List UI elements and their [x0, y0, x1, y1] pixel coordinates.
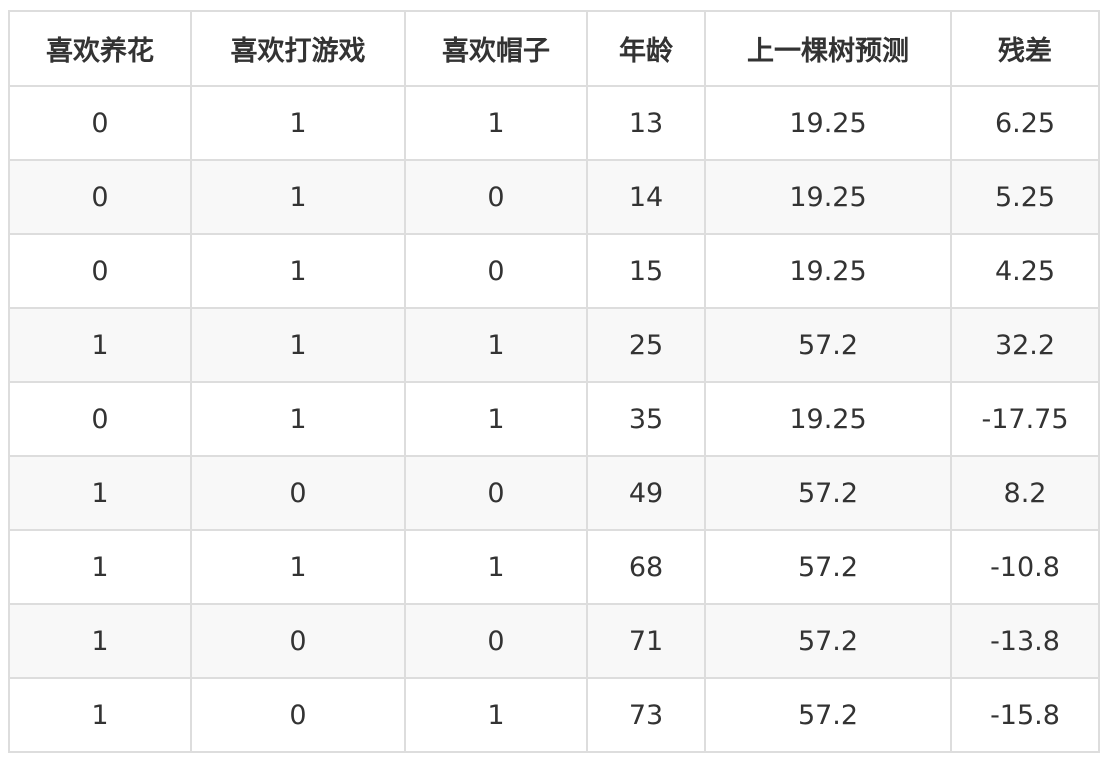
table-cell: 15: [586, 233, 706, 309]
table-cell: 1: [8, 307, 192, 383]
table-cell: 1: [190, 307, 406, 383]
table-cell: 1: [404, 85, 588, 161]
table-cell: -17.75: [950, 381, 1100, 457]
table-cell: 57.2: [704, 529, 952, 605]
table-cell: 1: [8, 677, 192, 753]
table-cell: 71: [586, 603, 706, 679]
table-cell: 1: [404, 381, 588, 457]
table-cell: 1: [190, 529, 406, 605]
table-row: 0 1 0 15 19.25 4.25: [8, 233, 1100, 309]
column-header: 喜欢帽子: [404, 10, 588, 87]
table-row: 0 1 1 13 19.25 6.25: [8, 85, 1100, 161]
table-cell: 1: [190, 159, 406, 235]
table-cell: 57.2: [704, 455, 952, 531]
table-row: 1 1 1 68 57.2 -10.8: [8, 529, 1100, 605]
column-header: 喜欢养花: [8, 10, 192, 87]
table-cell: 19.25: [704, 85, 952, 161]
table-cell: 0: [8, 233, 192, 309]
table-cell: 0: [8, 159, 192, 235]
header-row: 喜欢养花 喜欢打游戏 喜欢帽子 年龄 上一棵树预测 残差: [8, 10, 1100, 87]
table-cell: 8.2: [950, 455, 1100, 531]
column-header: 上一棵树预测: [704, 10, 952, 87]
table-cell: 1: [404, 529, 588, 605]
table-cell: 19.25: [704, 233, 952, 309]
table-cell: 1: [404, 307, 588, 383]
table-cell: 0: [404, 159, 588, 235]
table-cell: 19.25: [704, 381, 952, 457]
table-cell: 0: [190, 677, 406, 753]
residual-table: 喜欢养花 喜欢打游戏 喜欢帽子 年龄 上一棵树预测 残差 0 1 1 13 19.25 6.25 0 1…: [8, 10, 1100, 753]
table-cell: 1: [8, 455, 192, 531]
table-cell: 0: [404, 455, 588, 531]
table-cell: -10.8: [950, 529, 1100, 605]
table-cell: 1: [190, 381, 406, 457]
table-cell: 57.2: [704, 307, 952, 383]
table-cell: 14: [586, 159, 706, 235]
table-cell: 6.25: [950, 85, 1100, 161]
table-row: 0 1 0 14 19.25 5.25: [8, 159, 1100, 235]
table-cell: 1: [8, 529, 192, 605]
table-cell: 68: [586, 529, 706, 605]
table-cell: 19.25: [704, 159, 952, 235]
column-header: 喜欢打游戏: [190, 10, 406, 87]
table-row: 0 1 1 35 19.25 -17.75: [8, 381, 1100, 457]
table-cell: 1: [404, 677, 588, 753]
table-cell: 0: [8, 381, 192, 457]
table-row: 1 0 0 49 57.2 8.2: [8, 455, 1100, 531]
table-cell: -15.8: [950, 677, 1100, 753]
table-cell: 1: [190, 233, 406, 309]
table-row: 1 0 0 71 57.2 -13.8: [8, 603, 1100, 679]
table-cell: 0: [190, 455, 406, 531]
table-row: 1 1 1 25 57.2 32.2: [8, 307, 1100, 383]
table-cell: 0: [190, 603, 406, 679]
table-cell: 0: [8, 85, 192, 161]
table-cell: 1: [8, 603, 192, 679]
table-cell: 13: [586, 85, 706, 161]
table-cell: 25: [586, 307, 706, 383]
table-cell: 0: [404, 233, 588, 309]
table-cell: -13.8: [950, 603, 1100, 679]
table-cell: 32.2: [950, 307, 1100, 383]
table-cell: 57.2: [704, 677, 952, 753]
table-cell: 0: [404, 603, 588, 679]
table-cell: 73: [586, 677, 706, 753]
table-cell: 1: [190, 85, 406, 161]
table-cell: 49: [586, 455, 706, 531]
table-cell: 4.25: [950, 233, 1100, 309]
table-cell: 57.2: [704, 603, 952, 679]
column-header: 残差: [950, 10, 1100, 87]
table-row: 1 0 1 73 57.2 -15.8: [8, 677, 1100, 753]
column-header: 年龄: [586, 10, 706, 87]
table-cell: 5.25: [950, 159, 1100, 235]
table-cell: 35: [586, 381, 706, 457]
